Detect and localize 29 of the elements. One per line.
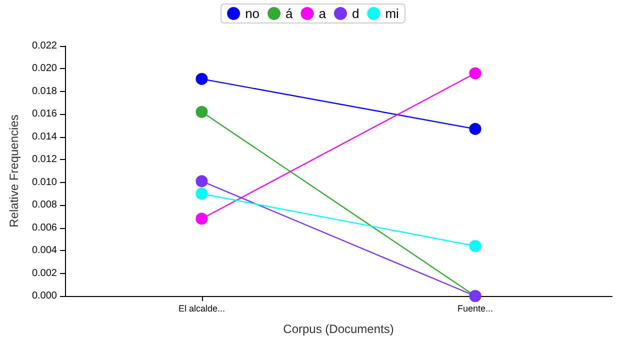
y-tick-label: 0.012: [32, 154, 58, 166]
y-tick-label: 0.002: [32, 268, 58, 279]
y-tick-label: 0.018: [32, 86, 58, 97]
x-axis-title: Corpus (Documents): [283, 322, 394, 336]
legend-label: mi: [385, 6, 400, 21]
point: [196, 212, 208, 225]
legend-label: á: [286, 6, 294, 21]
y-tick-label: 0.014: [32, 131, 58, 142]
legend-label: no: [245, 6, 260, 21]
y-tick-label: 0.020: [32, 63, 58, 74]
y-tick-label: 0.008: [32, 200, 58, 211]
point: [469, 67, 482, 80]
legend-label: d: [352, 6, 360, 21]
point: [196, 106, 208, 118]
y-tick-label: 0.006: [32, 222, 58, 234]
y-tick-label: 0.010: [32, 176, 58, 188]
x-tick-label: Fuente...: [457, 304, 494, 314]
y-tick-label: 0.016: [32, 108, 58, 120]
legend-label: a: [318, 6, 327, 21]
y-tick-label: 0.000: [32, 290, 58, 302]
x-tick-label: El alcalde...: [178, 304, 226, 314]
point: [469, 122, 482, 135]
point: [196, 175, 208, 188]
y-axis-title: Relative Frequencies: [7, 114, 21, 228]
y-tick-label: 0.022: [32, 40, 58, 52]
point: [196, 72, 208, 85]
point: [469, 240, 482, 252]
y-tick-label: 0.004: [32, 245, 58, 256]
point: [196, 188, 208, 200]
